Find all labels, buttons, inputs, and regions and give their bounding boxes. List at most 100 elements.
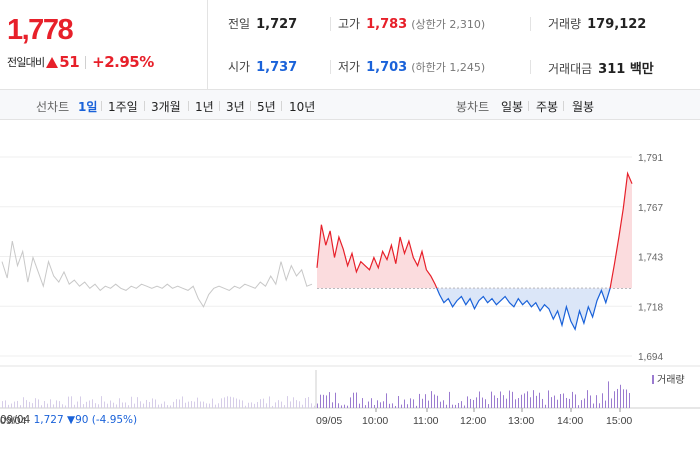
- price-chart[interactable]: 1,791 1,767 1,743 1,718 1,694 09/04 09/05 10:00…: [0, 120, 700, 450]
- volume-bar: [200, 401, 201, 408]
- volume-bar: [92, 399, 93, 408]
- stat-label: 거래대금: [548, 62, 593, 76]
- volume-bar: [464, 405, 465, 408]
- divider: [530, 60, 531, 74]
- volume-bar: [479, 391, 480, 408]
- volume-bar: [101, 396, 102, 408]
- volume-bar: [503, 395, 504, 408]
- volume-bar: [401, 404, 402, 408]
- volume-bar: [227, 396, 228, 408]
- prev-day-info: 09/04 1,727 ▼90 (-4.95%): [0, 414, 137, 426]
- volume-bar: [614, 391, 615, 408]
- tab-weekly-candle[interactable]: 주봉: [536, 100, 559, 114]
- volume-bar: [299, 401, 300, 408]
- volume-bar: [50, 399, 51, 408]
- volume-bar: [98, 404, 99, 408]
- volume-bar: [584, 398, 585, 408]
- divider: [250, 101, 251, 111]
- volume-bar: [107, 403, 108, 408]
- volume-bar: [254, 403, 255, 408]
- volume-bar: [596, 395, 597, 408]
- change-percent: +2.95%: [92, 53, 154, 71]
- volume-bar: [350, 397, 351, 408]
- tab-daily-candle[interactable]: 일봉: [501, 100, 524, 114]
- volume-bar: [524, 393, 525, 408]
- volume-bar: [419, 393, 420, 408]
- volume-bar: [38, 399, 39, 408]
- volume-bar: [206, 403, 207, 408]
- y-tick-label: 1,743: [638, 253, 663, 264]
- tab-1day[interactable]: 1일: [78, 100, 98, 114]
- volume-bar: [428, 400, 429, 408]
- x-tick-label: 09/04: [0, 415, 26, 427]
- volume-bar: [122, 402, 123, 408]
- volume-bar: [329, 392, 330, 408]
- stat-low: 저가 1,703 (하한가 1,245): [338, 58, 485, 75]
- prev-day-change: ▼90: [67, 414, 89, 426]
- volume-bar: [131, 396, 132, 408]
- volume-bar: [404, 399, 405, 408]
- volume-legend-label: 거래량: [657, 375, 685, 386]
- volume-bar: [557, 399, 558, 408]
- volume-bar: [617, 388, 618, 408]
- price-box: 1,778 전일대비 51 +2.95%: [0, 0, 208, 90]
- volume-bar: [56, 400, 57, 408]
- divider: [101, 101, 102, 111]
- volume-bar: [461, 401, 462, 408]
- stat-volume: 거래량 179,122: [548, 15, 646, 32]
- volume-bar: [236, 398, 237, 408]
- volume-bar: [512, 391, 513, 408]
- volume-bar: [80, 396, 81, 408]
- volume-bar: [362, 398, 363, 408]
- volume-bar: [473, 399, 474, 408]
- volume-bar: [476, 397, 477, 408]
- stat-value: 179,122: [587, 17, 647, 32]
- volume-bar: [176, 399, 177, 408]
- current-price: 1,778: [7, 14, 74, 46]
- volume-bar: [296, 400, 297, 408]
- volume-bar: [359, 403, 360, 408]
- candle-chart-label: 봉차트: [456, 100, 490, 114]
- y-tick-label: 1,767: [638, 203, 663, 214]
- volume-bar: [368, 401, 369, 408]
- tab-monthly-candle[interactable]: 월봉: [572, 100, 595, 114]
- volume-bar: [179, 399, 180, 408]
- volume-bar: [320, 394, 321, 408]
- volume-bar: [143, 403, 144, 408]
- volume-bar: [95, 403, 96, 408]
- volume-bar: [560, 393, 561, 408]
- volume-bar: [422, 398, 423, 408]
- volume-bar: [599, 403, 600, 408]
- volume-bar: [305, 398, 306, 408]
- volume-bar: [74, 404, 75, 408]
- volume-bar: [47, 403, 48, 408]
- tab-3month[interactable]: 3개월: [151, 100, 181, 114]
- volume-bar: [398, 396, 399, 408]
- volume-bar: [611, 398, 612, 408]
- volume-bar: [539, 392, 540, 408]
- volume-bar: [509, 390, 510, 408]
- volume-bar: [2, 401, 3, 408]
- tab-1week[interactable]: 1주일: [108, 100, 138, 114]
- divider: [330, 60, 331, 74]
- volume-bar: [110, 400, 111, 408]
- volume-bar: [149, 401, 150, 408]
- volume-bar: [371, 398, 372, 408]
- volume-bar: [389, 403, 390, 408]
- volume-bar: [89, 400, 90, 408]
- volume-bar: [335, 392, 336, 408]
- volume-bar: [425, 394, 426, 408]
- divider: [85, 55, 87, 69]
- tab-1year[interactable]: 1년: [195, 100, 214, 114]
- volume-bar: [53, 404, 54, 408]
- volume-bar: [590, 395, 591, 408]
- y-tick-label: 1,694: [638, 352, 663, 363]
- volume-bar: [113, 402, 114, 408]
- volume-bar: [416, 405, 417, 408]
- volume-bar: [530, 397, 531, 408]
- tab-10year[interactable]: 10년: [289, 100, 316, 114]
- tab-3year[interactable]: 3년: [226, 100, 245, 114]
- volume-bar: [554, 395, 555, 408]
- tab-5year[interactable]: 5년: [257, 100, 276, 114]
- volume-bar: [239, 399, 240, 408]
